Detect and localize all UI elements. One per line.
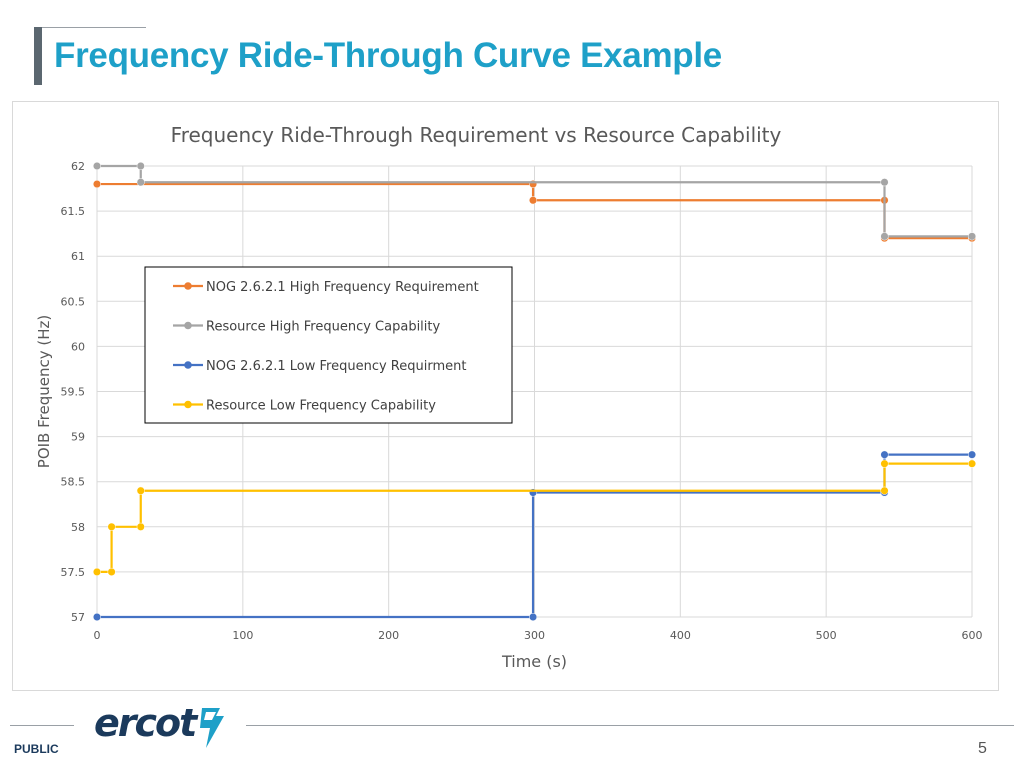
slide-title: Frequency Ride-Through Curve Example bbox=[54, 36, 722, 75]
legend-swatch-marker bbox=[184, 321, 192, 330]
y-tick-label: 59.5 bbox=[61, 386, 86, 399]
chart: Frequency Ride-Through Requirement vs Re… bbox=[35, 123, 983, 671]
y-tick-label: 58.5 bbox=[61, 476, 86, 489]
y-tick-label: 60.5 bbox=[61, 295, 86, 308]
legend-label: NOG 2.6.2.1 Low Frequency Requirment bbox=[206, 359, 466, 374]
chart-title: Frequency Ride-Through Requirement vs Re… bbox=[171, 123, 782, 147]
legend-box bbox=[144, 266, 513, 424]
title-accent-bar bbox=[34, 27, 42, 85]
series-line bbox=[97, 453, 972, 619]
legend-label: NOG 2.6.2.1 High Frequency Requirement bbox=[206, 280, 479, 295]
legend-swatch-marker bbox=[184, 282, 192, 290]
x-tick-label: 500 bbox=[816, 629, 837, 642]
data-point bbox=[880, 178, 889, 187]
data-point bbox=[136, 522, 145, 531]
data-point bbox=[880, 459, 889, 468]
x-tick-label: 200 bbox=[378, 629, 399, 642]
chart-frame: Frequency Ride-Through Requirement vs Re… bbox=[12, 101, 999, 691]
y-tick-label: 61 bbox=[71, 250, 85, 263]
data-point bbox=[528, 196, 538, 205]
data-point bbox=[967, 232, 977, 241]
top-rule bbox=[34, 27, 146, 28]
logo-wordmark: ercot bbox=[94, 701, 199, 745]
y-tick-label: 57 bbox=[71, 611, 85, 624]
data-point bbox=[92, 612, 102, 622]
legend-swatch-marker bbox=[184, 361, 192, 369]
y-tick-label: 57.5 bbox=[61, 566, 86, 579]
data-point bbox=[967, 459, 977, 468]
y-tick-label: 61.5 bbox=[61, 205, 86, 218]
data-point bbox=[880, 450, 889, 459]
series-line bbox=[97, 182, 972, 240]
legend-label: Resource High Frequency Capability bbox=[206, 320, 440, 335]
series-3 bbox=[92, 459, 977, 576]
footer-rule-left bbox=[10, 725, 74, 726]
y-axis-label: POIB Frequency (Hz) bbox=[35, 315, 53, 468]
series-1 bbox=[92, 161, 977, 241]
series-2 bbox=[92, 450, 977, 622]
data-point bbox=[107, 567, 116, 576]
legend-item: NOG 2.6.2.1 High Frequency Requirement bbox=[173, 280, 479, 295]
ercot-logo: ercot bbox=[94, 701, 224, 748]
data-point bbox=[92, 567, 102, 576]
data-point bbox=[107, 522, 116, 531]
x-tick-label: 300 bbox=[524, 629, 545, 642]
legend-item: Resource Low Frequency Capability bbox=[173, 399, 436, 414]
x-tick-label: 600 bbox=[962, 629, 983, 642]
series-line bbox=[97, 164, 972, 238]
data-point bbox=[92, 161, 102, 171]
data-point bbox=[136, 486, 145, 495]
x-axis-label: Time (s) bbox=[501, 652, 567, 671]
data-point bbox=[967, 450, 977, 459]
x-tick-label: 0 bbox=[94, 629, 101, 642]
y-tick-label: 58 bbox=[71, 521, 85, 534]
legend-item: NOG 2.6.2.1 Low Frequency Requirment bbox=[173, 359, 466, 374]
footer-rule-right bbox=[246, 725, 1014, 726]
x-tick-label: 400 bbox=[670, 629, 691, 642]
y-tick-label: 60 bbox=[71, 340, 85, 353]
data-point bbox=[880, 486, 889, 495]
legend-item: Resource High Frequency Capability bbox=[173, 320, 440, 335]
data-point bbox=[528, 612, 538, 622]
y-tick-label: 59 bbox=[71, 431, 85, 444]
data-point bbox=[92, 179, 102, 189]
y-tick-label: 62 bbox=[71, 160, 85, 173]
data-point bbox=[136, 178, 145, 187]
data-point bbox=[880, 232, 889, 241]
legend-swatch-marker bbox=[184, 400, 192, 409]
page-number: 5 bbox=[978, 740, 987, 757]
legend-label: Resource Low Frequency Capability bbox=[206, 399, 436, 414]
data-point bbox=[136, 161, 145, 171]
x-tick-label: 100 bbox=[232, 629, 253, 642]
series-line bbox=[97, 462, 972, 573]
lightning-star-icon bbox=[200, 708, 224, 748]
classification-label: PUBLIC bbox=[14, 742, 59, 756]
